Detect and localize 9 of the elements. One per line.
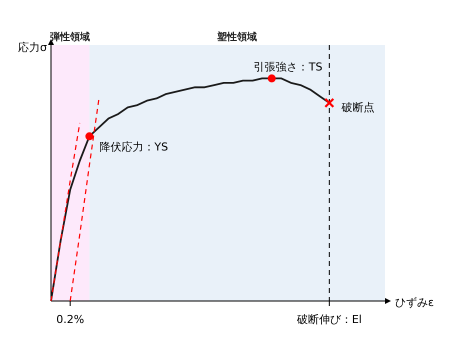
text: 弾性領域 <box>50 31 90 43</box>
text: 塑性領域 <box>216 31 258 43</box>
annotation: 降伏応力：YS <box>99 140 168 154</box>
x-axis-title: ひずみε <box>395 296 434 309</box>
x-tick-label: 破断伸び：El <box>296 313 362 326</box>
text: 引張強さ：TS <box>254 60 322 74</box>
text: 破断点 <box>340 100 374 114</box>
y-axis-title: 応力σ <box>18 41 48 54</box>
x-tick-label: 0.2% <box>56 313 84 326</box>
